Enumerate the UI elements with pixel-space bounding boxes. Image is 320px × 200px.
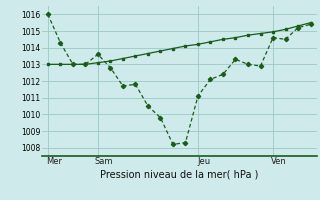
X-axis label: Pression niveau de la mer( hPa ): Pression niveau de la mer( hPa ) [100,169,258,179]
